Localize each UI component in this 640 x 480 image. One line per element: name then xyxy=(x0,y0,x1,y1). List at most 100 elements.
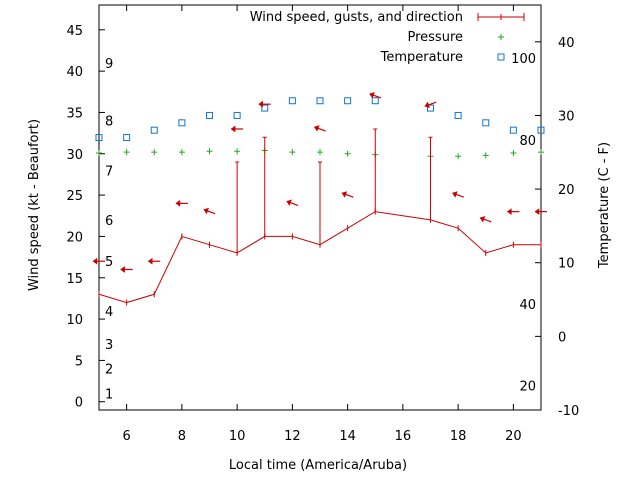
temperature-point xyxy=(371,97,379,105)
wind-direction-head xyxy=(452,191,458,198)
temperature-point xyxy=(344,97,352,105)
wind-direction-arrow xyxy=(286,199,299,207)
fahrenheit-label: 20 xyxy=(519,380,536,395)
wind-direction-head xyxy=(92,257,98,265)
beaufort-label: 7 xyxy=(105,164,113,179)
wind-direction-head xyxy=(534,208,540,216)
wind-direction-head xyxy=(479,216,486,223)
temperature-point xyxy=(95,134,103,142)
y-tick-label-left: 45 xyxy=(66,24,83,39)
pressure-point xyxy=(206,148,213,155)
wind-direction-arrow xyxy=(506,208,520,216)
y-tick-label-left: 15 xyxy=(66,272,83,287)
y-tick-label-left: 5 xyxy=(75,354,83,369)
y-tick-label-left: 40 xyxy=(66,65,83,80)
x-tick-label: 14 xyxy=(339,429,356,444)
beaufort-label: 6 xyxy=(105,214,113,229)
wind-direction-head xyxy=(369,92,375,99)
pressure-point xyxy=(344,150,351,157)
temperature-point xyxy=(206,111,213,119)
temperature-point xyxy=(261,104,269,112)
x-tick-label: 10 xyxy=(229,429,246,444)
y-tick-label-right: 30 xyxy=(558,109,575,124)
y-tick-label-left: 20 xyxy=(66,230,83,245)
legend-sample-pressure xyxy=(498,34,504,40)
pressure-point xyxy=(455,153,462,160)
temperature-point xyxy=(150,126,158,134)
beaufort-label: 1 xyxy=(105,387,113,402)
temperature-point xyxy=(178,119,186,127)
x-axis-label: Local time (America/Aruba) xyxy=(229,458,407,473)
y-tick-label-right: 20 xyxy=(558,183,575,198)
beaufort-label: 3 xyxy=(105,338,113,353)
wind-direction-arrow xyxy=(203,207,216,215)
wind-direction-arrow xyxy=(175,199,188,207)
wind-direction-head xyxy=(313,125,320,132)
beaufort-label: 8 xyxy=(105,115,113,130)
temperature-point xyxy=(482,119,490,127)
series-layer xyxy=(92,92,547,306)
temperature-point xyxy=(288,97,296,105)
pressure-point xyxy=(482,152,489,159)
x-tick-label: 18 xyxy=(450,429,467,444)
temperature-point xyxy=(316,97,324,105)
x-tick-label: 12 xyxy=(284,429,301,444)
pressure-point xyxy=(538,149,544,156)
x-tick-label: 20 xyxy=(505,429,522,444)
wind-direction-arrow xyxy=(313,125,326,132)
plot-frame xyxy=(98,4,542,411)
temperature-point xyxy=(537,126,545,134)
temperature-point xyxy=(233,111,241,119)
wind-direction-head xyxy=(203,207,210,215)
wind-direction-arrow xyxy=(341,191,354,198)
pressure-point xyxy=(151,149,158,156)
pressure-point xyxy=(317,149,323,156)
wind-direction-arrow xyxy=(479,216,492,223)
y-axis-label-left: Wind speed (kt - Beaufort) xyxy=(27,119,42,291)
wind-direction-arrow xyxy=(147,257,161,265)
wind-direction-head xyxy=(147,257,153,265)
y-tick-label-right: 10 xyxy=(558,257,575,272)
temperature-point xyxy=(123,134,131,142)
wind-direction-arrow xyxy=(258,100,271,108)
wind-direction-arrow xyxy=(120,265,133,273)
wind-direction-arrow xyxy=(369,92,382,99)
y-tick-label-left: 0 xyxy=(75,396,83,411)
fahrenheit-label: 100 xyxy=(511,52,536,67)
wind-direction-arrow xyxy=(424,101,437,109)
pressure-point xyxy=(96,149,102,156)
pressure-point xyxy=(234,148,241,155)
beaufort-label: 4 xyxy=(105,305,113,320)
wind-direction-head xyxy=(424,101,431,109)
y-tick-label-left: 30 xyxy=(66,148,83,163)
pressure-point xyxy=(123,149,130,156)
legend-sample-temperature xyxy=(497,53,505,61)
y-tick-label-left: 25 xyxy=(66,189,83,204)
wind-direction-arrow xyxy=(452,191,464,198)
legend-label-wind: Wind speed, gusts, and direction xyxy=(250,10,463,25)
wind-direction-head xyxy=(120,265,125,273)
y-tick-label-left: 35 xyxy=(66,106,83,121)
wind-direction-head xyxy=(506,208,512,216)
legend-label-temperature: Temperature xyxy=(380,50,463,65)
wind-direction-arrow xyxy=(92,257,105,265)
wind-direction-arrow xyxy=(534,208,547,216)
y-tick-label-left: 10 xyxy=(66,313,83,328)
temperature-point xyxy=(427,104,434,112)
legend-label-pressure: Pressure xyxy=(407,30,463,45)
fahrenheit-label: 80 xyxy=(519,134,536,149)
wind-direction-head xyxy=(286,199,292,207)
x-tick-label: 6 xyxy=(122,429,130,444)
wind-direction-head xyxy=(258,100,263,108)
wind-speed-line xyxy=(98,211,541,304)
beaufort-label: 2 xyxy=(105,363,113,378)
y-tick-label-right: 40 xyxy=(558,36,575,51)
legend: Wind speed, gusts, and direction Pressur… xyxy=(250,10,525,65)
fahrenheit-label: 40 xyxy=(519,298,536,313)
pressure-point xyxy=(510,149,517,156)
wind-direction-head xyxy=(341,191,348,198)
axes-layer: 6 8 10 12 14 16 18 20051015202530354045-1001020… xyxy=(66,4,579,444)
y-tick-label-right: 0 xyxy=(558,330,566,345)
beaufort-label: 5 xyxy=(105,255,113,270)
